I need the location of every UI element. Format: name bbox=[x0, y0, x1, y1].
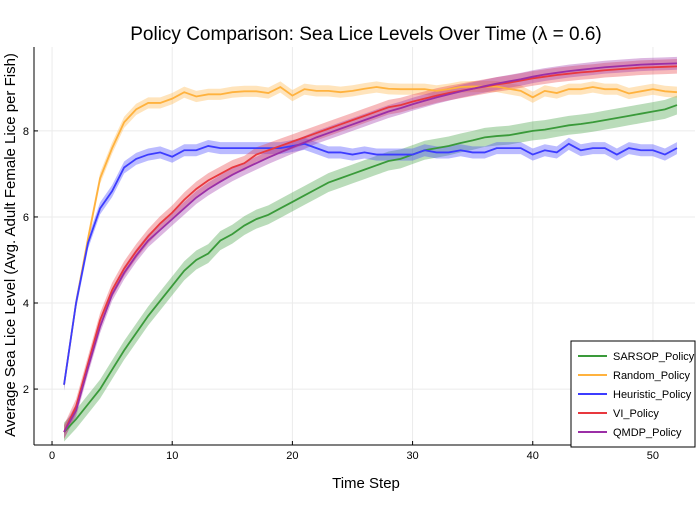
legend-label: SARSOP_Policy bbox=[613, 351, 695, 363]
x-tick-label: 30 bbox=[406, 450, 418, 462]
x-tick-label: 50 bbox=[647, 450, 659, 462]
line-Random_Policy bbox=[63, 85, 678, 385]
y-tick-label: 4 bbox=[23, 298, 29, 310]
line-VI_Policy bbox=[63, 65, 678, 433]
chart-title: Policy Comparison: Sea Lice Levels Over … bbox=[130, 24, 602, 45]
line-SARSOP_Policy bbox=[63, 104, 678, 433]
legend-label: Heuristic_Policy bbox=[613, 389, 692, 401]
x-tick-label: 20 bbox=[286, 450, 298, 462]
x-tick-label: 0 bbox=[49, 450, 55, 462]
y-tick-label: 6 bbox=[23, 212, 29, 224]
grid bbox=[34, 47, 695, 445]
legend-label: Random_Policy bbox=[613, 370, 691, 382]
y-axis-label: Average Sea Lice Level (Avg. Adult Femal… bbox=[2, 53, 19, 437]
line-Heuristic_Policy bbox=[63, 142, 678, 385]
x-tick-label: 10 bbox=[166, 450, 178, 462]
x-axis-label: Time Step bbox=[332, 475, 400, 492]
series-lines bbox=[63, 62, 678, 433]
legend-label: QMDP_Policy bbox=[613, 427, 682, 439]
legend: SARSOP_Policy Random_Policy Heuristic_Poli… bbox=[570, 340, 696, 448]
line-QMDP_Policy bbox=[63, 62, 678, 433]
y-tick-label: 8 bbox=[23, 126, 29, 138]
x-tick-label: 40 bbox=[527, 450, 539, 462]
legend-label: VI_Policy bbox=[613, 408, 659, 420]
y-tick-label: 2 bbox=[23, 384, 29, 396]
band-Heuristic_Policy bbox=[64, 137, 677, 391]
